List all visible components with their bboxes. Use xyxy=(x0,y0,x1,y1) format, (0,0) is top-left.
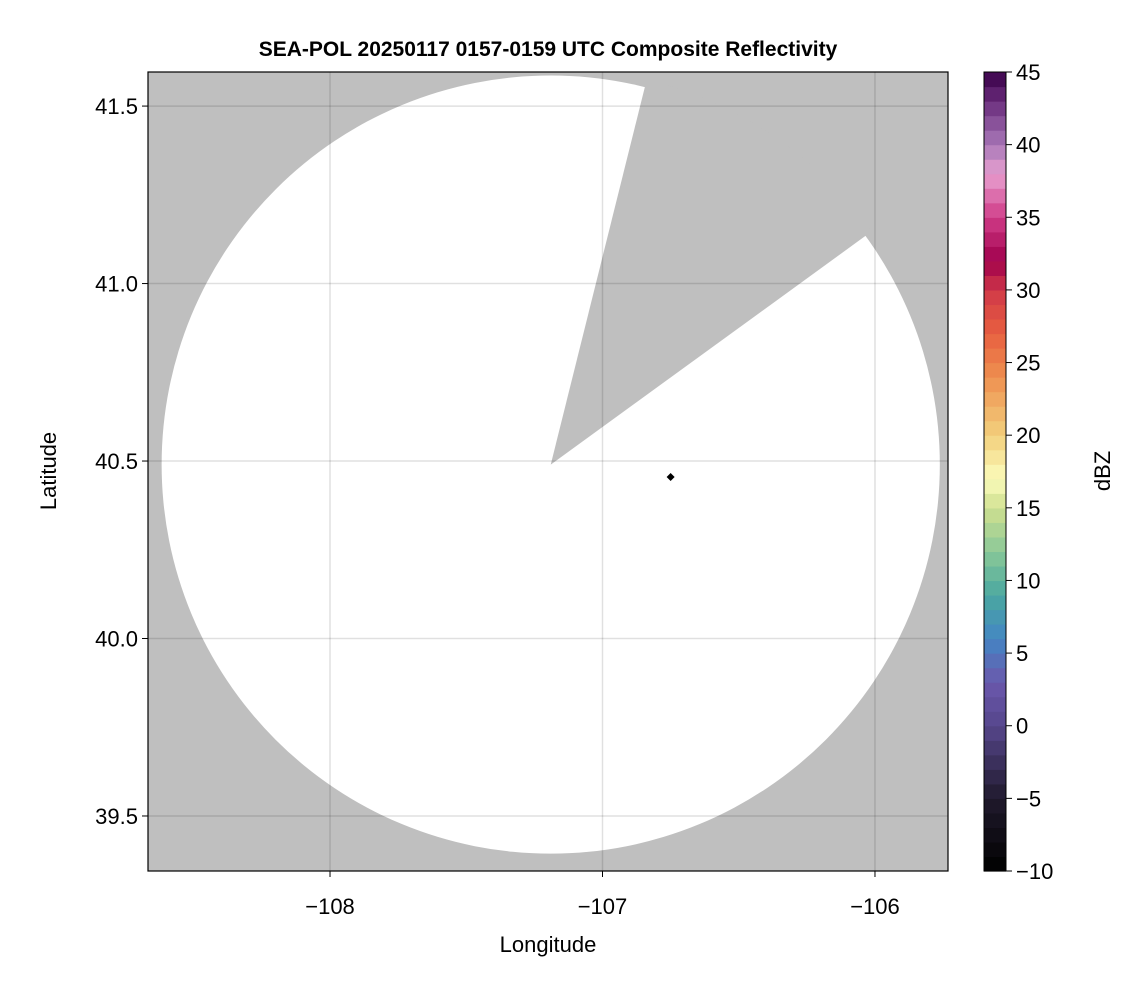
colorbar-bin xyxy=(984,740,1006,756)
colorbar-bin xyxy=(984,667,1006,683)
colorbar-bin xyxy=(984,362,1006,378)
blocked-sector xyxy=(550,79,872,465)
y-tick-label: 41.0 xyxy=(95,272,138,297)
y-tick-label: 40.0 xyxy=(95,627,138,652)
colorbar-tick-label: 30 xyxy=(1016,278,1040,303)
colorbar-bin xyxy=(984,478,1006,494)
colorbar-label: dBZ xyxy=(1090,451,1115,491)
colorbar-tick-label: 15 xyxy=(1016,496,1040,521)
colorbar-bin xyxy=(984,493,1006,509)
colorbar-bin xyxy=(984,769,1006,785)
colorbar-bin xyxy=(984,420,1006,436)
colorbar-bin xyxy=(984,333,1006,349)
colorbar-tick-label: −5 xyxy=(1016,786,1041,811)
y-axis-label: Latitude xyxy=(36,432,61,510)
colorbar-tick-label: 10 xyxy=(1016,568,1040,593)
colorbar-tick-label: 40 xyxy=(1016,133,1040,158)
colorbar-bin xyxy=(984,173,1006,189)
colorbar-bin xyxy=(984,449,1006,465)
colorbar-bin xyxy=(984,348,1006,364)
site-marker xyxy=(666,473,675,482)
colorbar-bin xyxy=(984,783,1006,799)
colorbar-bin xyxy=(984,609,1006,625)
colorbar: −10 −5 0 5 10 15 20 25 30 35 40 45 xyxy=(983,60,1053,884)
colorbar-bin xyxy=(984,696,1006,712)
x-tick-label: −107 xyxy=(578,894,628,919)
colorbar-bin xyxy=(984,231,1006,247)
colorbar-bin xyxy=(984,798,1006,814)
colorbar-bin xyxy=(984,841,1006,858)
y-tick-label: 39.5 xyxy=(95,804,138,829)
colorbar-bin xyxy=(984,159,1006,175)
colorbar-bin xyxy=(984,115,1006,131)
colorbar-bin xyxy=(984,202,1006,218)
chart-title: SEA-POL 20250117 0157-0159 UTC Composite… xyxy=(259,38,838,61)
x-axis: −108 −107 −106 xyxy=(305,871,900,919)
colorbar-tick-label: 45 xyxy=(1016,60,1040,85)
colorbar-tick-label: 5 xyxy=(1016,641,1028,666)
colorbar-bin xyxy=(984,711,1006,727)
x-axis-label: Longitude xyxy=(500,932,597,957)
x-tick-label: −108 xyxy=(305,894,355,919)
colorbar-bin xyxy=(984,551,1006,567)
colorbar-bin xyxy=(984,72,1006,88)
colorbar-bin xyxy=(984,144,1006,160)
colorbar-bin xyxy=(984,638,1006,654)
colorbar-tick-label: 0 xyxy=(1016,714,1028,739)
colorbar-bin xyxy=(984,565,1006,582)
y-tick-label: 40.5 xyxy=(95,449,138,474)
colorbar-bin xyxy=(984,246,1006,262)
colorbar-bin xyxy=(984,812,1006,829)
colorbar-tick-label: 25 xyxy=(1016,351,1040,376)
colorbar-bin xyxy=(984,318,1006,335)
colorbar-bin xyxy=(984,536,1006,552)
colorbar-frame xyxy=(983,71,1007,872)
colorbar-bin xyxy=(984,304,1006,320)
grid-lines xyxy=(148,72,948,871)
x-tick-label: −106 xyxy=(850,894,900,919)
plot-frame xyxy=(147,71,949,872)
colorbar-bin xyxy=(984,130,1006,146)
colorbar-bin xyxy=(984,725,1006,741)
colorbar-bin xyxy=(984,275,1006,291)
y-axis: 39.5 40.0 40.5 41.0 41.5 xyxy=(95,94,148,829)
colorbar-bin xyxy=(984,101,1006,117)
colorbar-bin xyxy=(984,522,1006,538)
colorbar-bin xyxy=(984,391,1006,407)
colorbar-bin xyxy=(984,580,1006,596)
colorbar-tick-label: 20 xyxy=(1016,423,1040,448)
colorbar-bin xyxy=(984,624,1006,640)
colorbar-bin xyxy=(984,435,1006,451)
colorbar-bin xyxy=(984,856,1006,872)
colorbar-bin xyxy=(984,754,1006,770)
colorbar-bin xyxy=(984,464,1006,480)
y-tick-label: 41.5 xyxy=(95,94,138,119)
colorbar-bin xyxy=(984,289,1006,306)
colorbar-bin xyxy=(984,507,1006,523)
colorbar-tick-label: −10 xyxy=(1016,859,1053,884)
colorbar-bin xyxy=(984,377,1006,393)
colorbar-bin xyxy=(984,406,1006,422)
colorbar-bin xyxy=(984,653,1006,669)
colorbar-tick-label: 35 xyxy=(1016,205,1040,230)
colorbar-bin xyxy=(984,260,1006,276)
colorbar-bin xyxy=(984,188,1006,204)
colorbar-bin xyxy=(984,827,1006,843)
colorbar-bin xyxy=(984,86,1006,102)
colorbar-bin xyxy=(984,217,1006,233)
colorbar-bin xyxy=(984,594,1006,611)
colorbar-bin xyxy=(984,682,1006,698)
